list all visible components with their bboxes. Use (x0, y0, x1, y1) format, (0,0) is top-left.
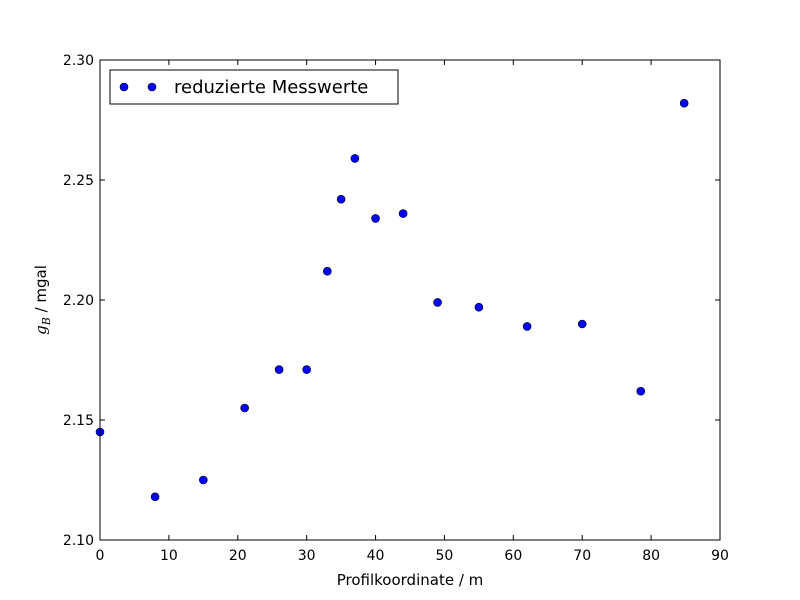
y-tick-label: 2.25 (63, 173, 94, 189)
data-point (274, 365, 284, 374)
y-axis-label-subscript: B (40, 317, 53, 326)
data-point (679, 98, 689, 108)
plot-frame (99, 59, 721, 541)
x-tick-label: 60 (504, 548, 522, 564)
data-point (474, 302, 484, 312)
legend-marker-left (119, 82, 129, 92)
data-point (371, 214, 380, 223)
y-tick-label: 2.30 (63, 53, 94, 69)
legend-box (109, 69, 399, 105)
data-point (636, 386, 646, 396)
legend-marker-right (147, 82, 157, 92)
legend: reduzierte Messwerte (109, 69, 399, 105)
legend-label: reduzierte Messwerte (174, 77, 368, 98)
x-axis-label: Profilkoordinate / m (337, 571, 484, 589)
data-point (336, 194, 346, 204)
y-axis-label-symbol: g (32, 325, 50, 335)
data-point (302, 365, 311, 374)
data-point (577, 319, 587, 329)
x-tick-label: 80 (642, 548, 660, 564)
y-tick-label: 2.20 (63, 293, 94, 309)
x-tick-label: 10 (160, 548, 178, 564)
data-points (95, 98, 689, 502)
data-point (350, 154, 360, 163)
data-point (240, 403, 249, 413)
y-tick-label: 2.15 (63, 413, 94, 429)
x-tick-label: 30 (298, 548, 316, 564)
data-point (522, 322, 532, 331)
x-tick-label: 50 (436, 548, 454, 564)
y-axis-label-unit: / mgal (32, 265, 50, 317)
data-point (199, 475, 208, 485)
data-point (398, 209, 408, 218)
x-axis-ticks: 0 10 20 30 40 50 60 70 80 90 (96, 60, 729, 564)
x-tick-label: 20 (229, 548, 247, 564)
x-tick-label: 70 (573, 548, 591, 564)
x-tick-label: 90 (711, 548, 729, 564)
y-axis-ticks: 2.10 2.15 2.20 2.25 2.30 (63, 53, 720, 549)
data-point (323, 266, 332, 276)
x-tick-label: 40 (367, 548, 385, 564)
y-tick-label: 2.10 (63, 533, 94, 549)
x-tick-label: 0 (96, 548, 105, 564)
y-axis-label: gB / mgal (32, 265, 53, 335)
data-point (433, 298, 442, 307)
data-point (150, 492, 160, 502)
